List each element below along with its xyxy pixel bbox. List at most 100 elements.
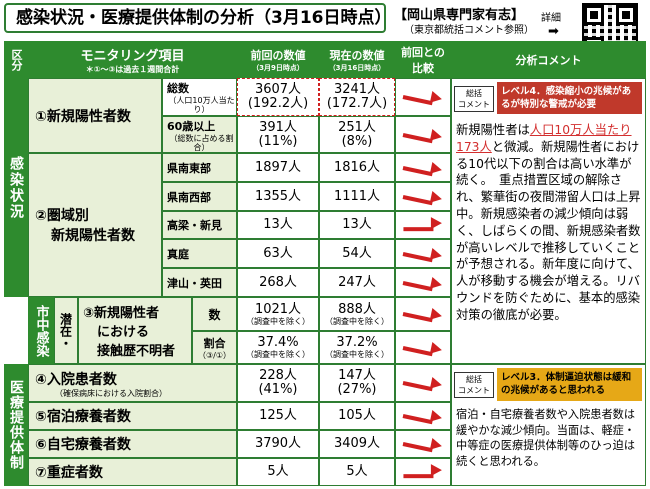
count-curr-note: （調査中を除く）: [325, 316, 389, 326]
region-prev: 13人: [237, 211, 319, 239]
count-compare-cell: [395, 297, 451, 331]
item1-label: ①新規陽性者数: [28, 78, 162, 153]
region-compare-cell: [395, 153, 451, 182]
header-item-note: ＊①～③は過去１週間合計: [85, 64, 180, 74]
region-compare-cell: [395, 239, 451, 268]
item3-label-line1: ③新規陽性者: [83, 306, 160, 321]
region-curr: 54人: [319, 239, 395, 268]
item7-label: ⑦重症者数: [28, 458, 237, 486]
level4-badge: レベル4．感染縮小の兆候があるが特別な警戒が必要: [497, 82, 642, 114]
header-prev-label: 前回の数値: [250, 48, 306, 62]
over60-curr: 251人: [338, 119, 376, 135]
region-curr: 247人: [319, 268, 395, 297]
sogo-badge-2: 総括 コメント: [454, 372, 494, 398]
section-infection-label: 感染状況: [4, 78, 28, 297]
count-prev-cell: 1021人 （調査中を除く）: [237, 297, 319, 331]
section1-comment-box: [451, 78, 646, 364]
detail-link[interactable]: 詳細: [541, 13, 561, 24]
item7-curr: 5人: [319, 458, 395, 486]
item2-label-line1: ②圏域別: [35, 208, 89, 224]
over60-curr2: (8%): [341, 133, 373, 149]
decrease-arrow-icon: [403, 377, 443, 389]
total-curr-cell: 3241人 (172.7人): [319, 78, 395, 116]
over60-prev-cell: 391人 (11%): [237, 116, 319, 153]
shichu-label: 市中感染: [28, 297, 54, 364]
ratio-prev: 37.4%: [257, 335, 299, 350]
flat-arrow-icon: [402, 215, 444, 235]
item4-prev-cell: 228人 (41%): [237, 364, 319, 402]
decrease-arrow-icon: [403, 162, 443, 174]
item3-label: ③新規陽性者 における 接触歴不明者: [78, 297, 192, 364]
page-title: 感染状況・医療提供体制の分析（3月16日時点）: [4, 3, 392, 33]
decrease-arrow-icon: [403, 277, 443, 289]
region-compare-cell: [395, 182, 451, 211]
total-label: 総数: [167, 82, 189, 95]
header-curr: 現在の数値 （3月16日時点）: [319, 41, 395, 78]
decrease-arrow-icon: [403, 191, 443, 203]
over60-curr-cell: 251人 (8%): [319, 116, 395, 153]
item6-compare-cell: [395, 430, 451, 458]
total-sub: （人口10万人当たり）: [168, 96, 235, 114]
region-name: 県南西部: [162, 182, 237, 211]
over60-prev2: (11%): [258, 133, 298, 149]
decrease-arrow-icon: [403, 410, 443, 422]
level3-badge: レベル3．体制逼迫状態は緩和の兆候があると思われる: [497, 368, 642, 401]
item5-prev: 125人: [237, 402, 319, 430]
item2-label: ②圏域別 新規陽性者数: [28, 153, 162, 297]
item2-label-line2: 新規陽性者数: [51, 228, 135, 244]
header-item-label: モニタリング項目: [80, 48, 185, 64]
header-curr-date: （3月16日時点）: [328, 63, 386, 72]
over60-compare-cell: [395, 116, 451, 153]
senzai-label: 潜在・: [54, 297, 78, 364]
item4-prev2: (41%): [258, 382, 298, 397]
item5-label: ⑤宿泊療養者数: [28, 402, 237, 430]
count-label: 数: [192, 297, 237, 331]
section2-comment-box: [451, 364, 646, 486]
total-curr2: (172.7人): [326, 96, 388, 111]
decrease-arrow-icon: [403, 248, 443, 260]
total-prev: 3607人: [254, 82, 302, 97]
item5-compare-cell: [395, 402, 451, 430]
item7-compare-cell: [395, 458, 451, 486]
detail-arrow-icon[interactable]: ➡: [548, 24, 559, 39]
total-prev2: (192.2人): [247, 96, 309, 111]
item3-label-line3: 接触歴不明者: [97, 344, 176, 359]
over60-sub: （総数に占める割合）: [169, 133, 234, 152]
item4-label: ④入院患者数: [35, 371, 117, 388]
region-curr: 1816人: [319, 153, 395, 182]
decrease-arrow-icon: [403, 129, 443, 141]
ratio-curr: 37.2%: [336, 335, 378, 350]
item4-curr2: (27%): [337, 382, 377, 397]
item4-sub: （確保病床における入院割合）: [55, 388, 167, 398]
section-medical-label: 医療提供体制: [4, 364, 28, 486]
region-compare-cell: [395, 268, 451, 297]
region-curr: 1111人: [319, 182, 395, 211]
decrease-arrow-icon: [403, 342, 443, 354]
ratio-curr-cell: 37.2% （調査中を除く）: [319, 331, 395, 364]
ratio-label: 割合: [203, 337, 226, 350]
reference-note: （東京都統括コメント参照）: [404, 25, 534, 36]
section1-comment-text: 新規陽性者は人口10万人当たり173人と微減。新規陽性者における10代以下の割合…: [456, 122, 642, 362]
over60-label: 60歳以上: [167, 119, 216, 133]
total-label-cell: 総数 （人口10万人当たり）: [162, 78, 237, 116]
item4-compare-cell: [395, 364, 451, 402]
header-comment: 分析コメント: [451, 41, 646, 78]
sogo-badge-2-line2: コメント: [458, 386, 490, 395]
ratio-prev-note: （調査中を除く）: [246, 350, 310, 359]
item4-curr: 147人: [338, 368, 376, 383]
region-curr: 13人: [319, 211, 395, 239]
sogo-badge-1-line1: 総括: [466, 89, 482, 98]
region-name: 県南東部: [162, 153, 237, 182]
region-prev: 268人: [237, 268, 319, 297]
item6-curr: 3409人: [319, 430, 395, 458]
ratio-curr-note: （調査中を除く）: [325, 350, 389, 359]
item6-prev: 3790人: [237, 430, 319, 458]
header-compare: 前回との比較: [395, 41, 451, 78]
section2-comment-text: 宿泊・自宅療養者数や入院患者数は緩やかな減少傾向。当面は、軽症・中等症の医療提供…: [456, 408, 636, 468]
header-item: モニタリング項目 ＊①～③は過去１週間合計: [28, 41, 237, 78]
ratio-sub: （③/①）: [197, 351, 232, 360]
comment-post: と微減。新規陽性者における10代以下の割合は高い水準が続く。 重点措置区域の解除…: [456, 139, 641, 322]
over60-label-cell: 60歳以上 （総数に占める割合）: [162, 116, 237, 153]
item4-label-cell: ④入院患者数 （確保病床における入院割合）: [28, 364, 237, 402]
over60-prev: 391人: [259, 119, 297, 135]
